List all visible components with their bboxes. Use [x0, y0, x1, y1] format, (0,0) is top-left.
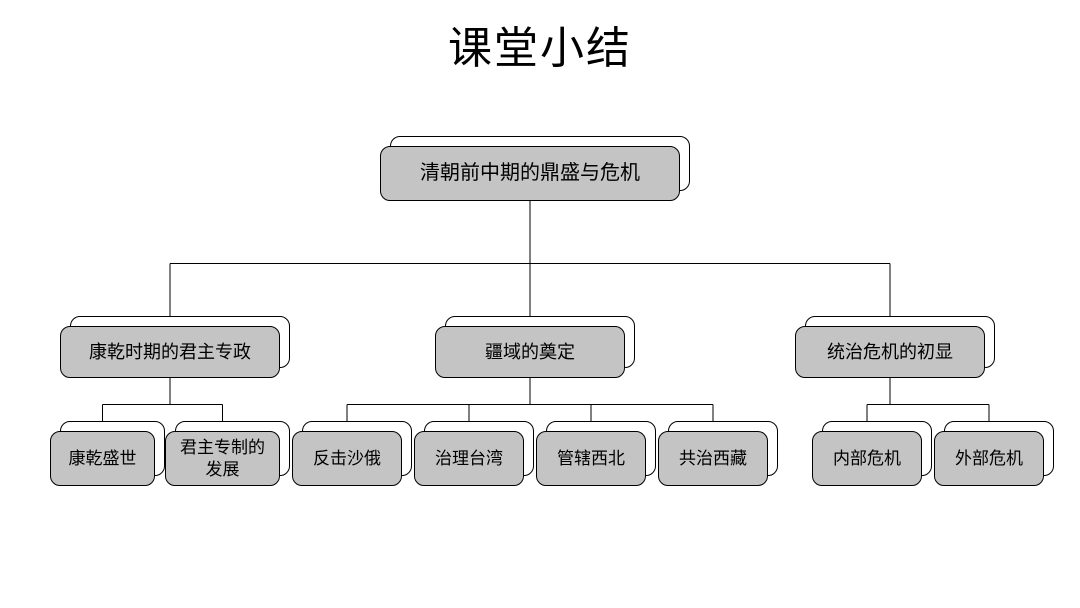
node-box: 疆域的奠定: [435, 326, 625, 378]
node-box: 共治西藏: [658, 431, 768, 486]
node-box: 内部危机: [812, 431, 922, 486]
tree-node: 内部危机: [822, 421, 932, 476]
node-box: 统治危机的初显: [795, 326, 985, 378]
tree-node: 外部危机: [944, 421, 1054, 476]
node-box: 管辖西北: [536, 431, 646, 486]
node-box: 君主专制的发展: [165, 431, 280, 486]
tree-node: 康乾时期的君主专政: [70, 316, 290, 368]
tree-node: 治理台湾: [424, 421, 534, 476]
tree-diagram: 清朝前中期的鼎盛与危机康乾时期的君主专政 疆域的奠定 统治危机的初显康乾盛世君主专制…: [0, 76, 1080, 596]
node-box: 清朝前中期的鼎盛与危机: [380, 146, 680, 201]
node-box: 外部危机: [934, 431, 1044, 486]
tree-node: 共治西藏: [668, 421, 778, 476]
tree-node: 管辖西北: [546, 421, 656, 476]
node-box: 康乾时期的君主专政: [60, 326, 280, 378]
tree-node: 反击沙俄: [302, 421, 412, 476]
tree-node: 康乾盛世: [60, 421, 165, 476]
tree-node: 君主专制的发展: [175, 421, 290, 476]
tree-node: 统治危机的初显: [805, 316, 995, 368]
node-box: 治理台湾: [414, 431, 524, 486]
tree-node: 疆域的奠定: [445, 316, 635, 368]
page-title: 课堂小结: [0, 0, 1080, 76]
node-box: 反击沙俄: [292, 431, 402, 486]
node-box: 康乾盛世: [50, 431, 155, 486]
tree-node: 清朝前中期的鼎盛与危机: [390, 136, 690, 191]
